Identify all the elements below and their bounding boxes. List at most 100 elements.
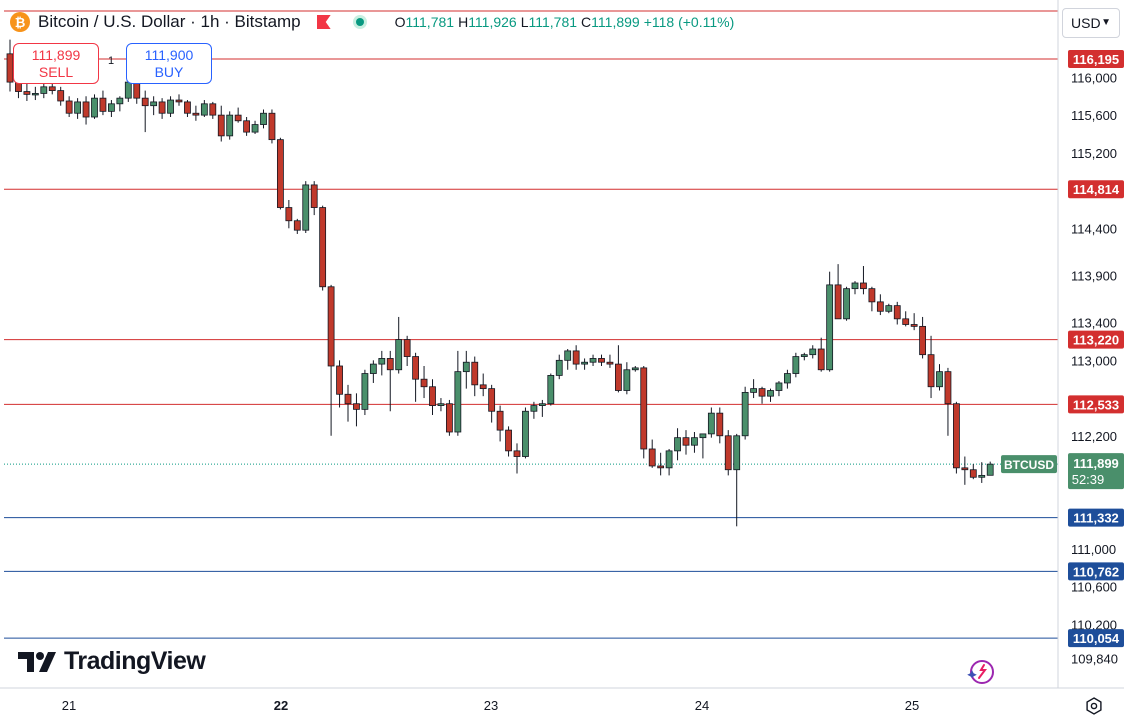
price-tick-label: 112,200 [1071,429,1117,444]
resistance-level-tag [1068,330,1124,349]
bear-candle-body [133,81,141,99]
bull-candle-body [302,184,310,231]
bull-candle-body [581,361,588,365]
price-tick-label: 110,200 [1071,617,1117,632]
bear-candle-body [82,101,90,118]
buy-price: 111,900 [144,47,194,63]
candle [944,367,952,436]
candle [412,352,420,402]
candle [733,433,741,527]
bear-candle-body [23,91,31,95]
tradingview-icon [18,651,56,672]
candle [885,303,893,314]
candle [682,430,690,455]
buy-label: BUY [154,64,184,80]
time-tick-label: 23 [484,698,498,713]
candle [192,105,200,121]
candle [31,86,39,101]
bear-candle-body [572,350,580,365]
support-level-tag [1068,508,1124,527]
close-value: 111,899 [591,14,640,30]
candles [6,39,994,527]
candle [420,365,428,399]
candle [640,365,648,459]
sell-button[interactable]: 111,899 SELL [13,43,99,84]
bull-candle-body [767,390,774,397]
bear-candle-body [657,465,665,469]
bull-candle-body [564,350,572,361]
candle [902,311,910,327]
candle [606,354,614,368]
bear-candle-body [868,288,876,303]
last-price-tag [1068,453,1124,490]
bear-candle-body [344,393,352,405]
candle [285,200,293,229]
bull-candle-body [74,101,81,114]
candle [217,105,225,142]
candle [876,294,884,316]
level-label: 112,533 [1073,397,1119,412]
candle [184,100,191,118]
bear-candle-body [496,410,504,431]
candle [310,181,318,216]
buy-button[interactable]: 111,900 BUY [126,43,212,84]
candle [716,407,724,444]
bear-candle-body [57,90,65,102]
price-tick-label: 114,400 [1071,221,1117,236]
bear-candle-body [445,403,453,433]
candle [631,365,639,372]
bull-candle-body [623,369,631,391]
bear-candle-body [285,207,293,222]
tradingview-logo[interactable]: TradingView [18,647,206,676]
price-axis[interactable]: 116,000 115,600 115,200 114,400 113,900 113,4… [1057,0,1118,688]
candle [657,452,665,476]
candle [775,381,783,397]
candle [555,354,563,380]
bull-candle-body [555,359,563,376]
bear-candle-body [268,112,276,141]
candle [851,281,859,295]
price-tick-label: 111,000 [1071,542,1116,557]
candle [175,94,183,106]
close-label: C [581,14,592,30]
candle [547,373,555,406]
bear-candle-body [488,388,496,412]
level-label: 111,332 [1073,511,1119,526]
candle [860,266,867,295]
bear-candle-body [902,318,910,325]
candle [353,393,360,427]
symbol-title[interactable]: Bitcoin / U.S. Dollar · 1h · Bitstamp [38,12,301,31]
market-status-icon[interactable] [352,15,367,29]
bear-candle-body [412,356,420,380]
sell-price: 111,899 [31,47,81,63]
bear-candle-body [310,184,318,208]
bear-candle-body [615,363,622,391]
candle [893,301,901,325]
candle [209,101,217,119]
candle [74,98,81,119]
flag-icon[interactable] [317,15,331,29]
candle [589,354,597,366]
low-label: L [520,14,529,30]
bull-candle-body [167,99,174,114]
settings-icon[interactable] [1085,697,1103,715]
candle [623,362,631,395]
bull-candle-body [699,433,707,439]
candle [792,352,800,378]
time-axis[interactable]: 21 22 23 24 25 [0,687,1124,713]
candle [674,428,681,461]
bull-candle-body [124,81,132,99]
ticker-tag [1001,455,1057,474]
candle [564,349,572,370]
spread-value: 1 [108,55,115,67]
currency-select[interactable]: USD ▼ [1062,8,1120,38]
bitcoin-icon: ₿ [10,12,30,32]
ai-assistant-icon[interactable] [964,658,996,688]
bull-candle-body [462,361,470,373]
candle [581,358,588,370]
candle [936,364,943,391]
bear-candle-body [876,301,884,312]
candle [429,379,436,416]
bull-candle-body [631,367,639,371]
